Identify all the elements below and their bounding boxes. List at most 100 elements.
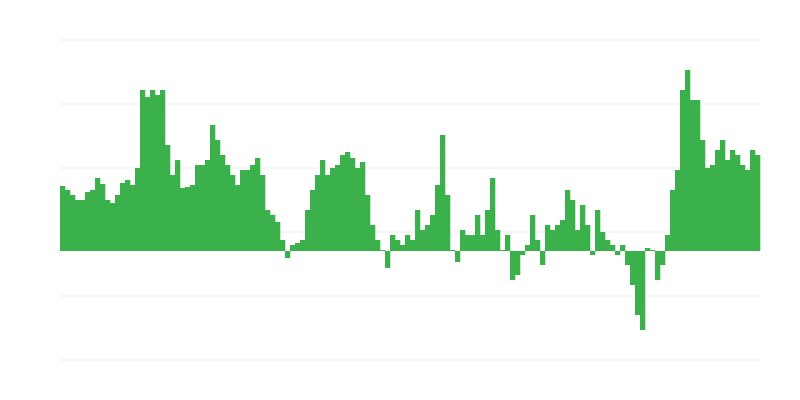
bar xyxy=(130,185,136,251)
bar xyxy=(610,245,616,251)
bar xyxy=(375,240,381,251)
bar xyxy=(280,240,286,251)
bar xyxy=(715,150,721,251)
bar xyxy=(570,200,576,251)
bar xyxy=(80,200,86,251)
bar xyxy=(575,230,581,251)
bar xyxy=(110,203,116,251)
bar xyxy=(440,135,446,251)
bar xyxy=(185,187,191,251)
bar xyxy=(450,250,456,251)
bars xyxy=(60,70,761,330)
bar xyxy=(635,251,641,315)
bar xyxy=(330,168,336,251)
bar xyxy=(500,250,506,251)
bar xyxy=(735,155,741,251)
bar xyxy=(470,235,476,251)
bar xyxy=(510,251,516,280)
bar xyxy=(240,170,246,251)
bar xyxy=(625,251,631,265)
bar xyxy=(145,97,151,251)
bar xyxy=(645,248,651,251)
bar xyxy=(745,170,751,251)
bar xyxy=(350,158,356,251)
bar xyxy=(490,178,496,251)
bar xyxy=(245,170,251,251)
bar xyxy=(115,195,121,251)
bar xyxy=(325,175,331,251)
bar xyxy=(190,185,196,251)
bar xyxy=(410,240,416,251)
bar xyxy=(560,220,566,251)
bar xyxy=(535,240,541,251)
bar xyxy=(235,185,241,251)
bar xyxy=(525,245,531,251)
bar xyxy=(395,240,401,251)
bar xyxy=(180,188,186,251)
bar xyxy=(420,230,426,251)
bar xyxy=(495,230,501,251)
bar xyxy=(585,225,591,251)
bar xyxy=(105,200,111,251)
bar xyxy=(100,184,106,251)
bar xyxy=(265,210,271,251)
bar xyxy=(270,215,276,251)
bar xyxy=(640,251,646,330)
bar xyxy=(175,160,181,251)
bar xyxy=(275,222,281,251)
bar xyxy=(345,152,351,251)
bar xyxy=(90,190,96,251)
bar xyxy=(615,251,621,255)
bar xyxy=(205,160,211,251)
bar xyxy=(445,195,451,251)
bar xyxy=(545,225,551,251)
bar xyxy=(210,125,216,251)
bar xyxy=(370,225,376,251)
bar xyxy=(220,155,226,251)
bar xyxy=(65,190,71,251)
bar xyxy=(705,168,711,251)
bar xyxy=(315,175,321,251)
bar xyxy=(85,192,91,251)
bar xyxy=(430,215,436,251)
bar xyxy=(165,145,171,251)
bar xyxy=(505,235,511,251)
bar xyxy=(620,245,626,251)
bar xyxy=(310,190,316,251)
bar xyxy=(675,170,681,251)
bar xyxy=(150,90,156,251)
bar xyxy=(695,100,701,251)
bar xyxy=(95,178,101,251)
bar xyxy=(680,90,686,251)
bar xyxy=(340,155,346,251)
bar xyxy=(285,251,291,258)
bar xyxy=(755,155,761,251)
bar xyxy=(565,190,571,251)
bar xyxy=(540,251,546,265)
bar xyxy=(290,245,296,251)
bar xyxy=(365,195,371,251)
bar xyxy=(360,162,366,251)
bar xyxy=(580,205,586,251)
bar xyxy=(335,165,341,251)
bar xyxy=(135,168,141,251)
bar xyxy=(700,140,706,251)
bar xyxy=(515,251,521,275)
bar xyxy=(485,210,491,251)
bar xyxy=(595,210,601,251)
bar xyxy=(400,245,406,251)
bar xyxy=(555,225,561,251)
bar xyxy=(740,165,746,251)
bar xyxy=(70,195,76,251)
bar xyxy=(255,158,261,251)
bar xyxy=(170,175,176,251)
bar xyxy=(125,180,131,251)
bar xyxy=(685,70,691,251)
bar xyxy=(155,95,161,251)
bar xyxy=(460,230,466,251)
bar xyxy=(750,150,756,251)
bar xyxy=(160,90,166,251)
bar xyxy=(225,165,231,251)
bar xyxy=(480,235,486,251)
